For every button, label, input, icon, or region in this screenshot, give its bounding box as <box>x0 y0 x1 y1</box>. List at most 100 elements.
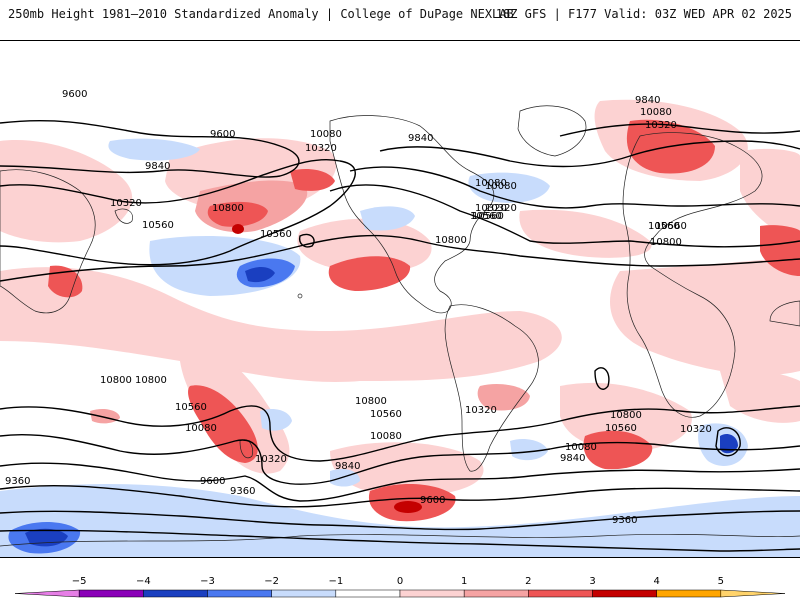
contour-label: 10560 <box>260 229 292 240</box>
colorbar-tick-labels: −5 −4 −3 −2 −1 0 1 2 3 4 5 <box>72 576 724 587</box>
contour-label: 10800 <box>100 375 132 386</box>
contour-line <box>298 233 315 248</box>
contour-line <box>0 529 800 552</box>
contour-label: 10560 <box>470 211 502 222</box>
contour-label: 10320 <box>645 120 677 131</box>
coastlines <box>0 105 800 547</box>
contour-label: 10320 <box>110 198 142 209</box>
contour-line <box>0 484 800 508</box>
colorbar-tick-label: 5 <box>718 576 724 587</box>
contour-label: 10080 <box>565 442 597 453</box>
contour-label: 10320 <box>255 454 287 465</box>
contour-label: 9840 <box>560 453 585 464</box>
colorbar-swatch <box>335 589 401 598</box>
colorbar-swatches <box>14 589 786 598</box>
contour-line <box>594 367 610 390</box>
map-header: 250mb Height 1981–2010 Standardized Anom… <box>0 0 800 40</box>
contour-label: 10320 <box>485 203 517 214</box>
positive-anomaly-area <box>297 218 432 273</box>
contour-label: 10080 <box>310 129 342 140</box>
contour-line <box>0 510 800 531</box>
coastline-antarctica <box>0 533 800 547</box>
contour-label: 9360 <box>5 476 30 487</box>
model-run-info: 18Z GFS | F177 Valid: 03Z WED APR 02 202… <box>495 7 792 21</box>
contour-label: 9840 <box>335 461 360 472</box>
contour-line <box>329 184 800 248</box>
coastline-greenland <box>517 105 587 157</box>
colorbar-swatch <box>14 589 80 598</box>
contour-line <box>0 433 800 485</box>
positive-anomaly-core <box>760 225 800 276</box>
contour-label: 9360 <box>612 515 637 526</box>
colorbar-swatch <box>720 589 786 598</box>
colorbar-swatch <box>656 589 722 598</box>
positive-anomaly-core <box>207 201 268 227</box>
colorbar-tick-label: −2 <box>264 576 279 587</box>
negative-anomaly-area <box>330 469 360 487</box>
negative-anomaly-area <box>108 138 200 161</box>
colorbar-tick-label: −3 <box>200 576 215 587</box>
colorbar-tick-label: −4 <box>136 576 151 587</box>
colorbar-swatch <box>463 589 529 598</box>
coastline-australia <box>769 300 800 327</box>
contour-label: 10560 <box>655 221 687 232</box>
contour-line <box>0 234 800 282</box>
map-title: 250mb Height 1981–2010 Standardized Anom… <box>8 7 514 21</box>
negative-anomaly-core <box>245 267 275 283</box>
contour-label: 10800 <box>435 235 467 246</box>
colorbar-swatch <box>207 589 272 598</box>
contour-label: 10560 <box>472 211 504 222</box>
positive-anomaly-core <box>328 256 411 291</box>
negative-anomaly-area <box>468 172 550 203</box>
coastline-south-america <box>444 304 539 472</box>
colorbar-swatch <box>528 589 593 598</box>
height-contours <box>0 119 800 552</box>
positive-anomaly-core <box>290 169 335 191</box>
contour-label: 10560 <box>370 409 402 420</box>
negative-anomaly-area <box>0 484 800 557</box>
contour-label: 10080 <box>370 431 402 442</box>
contour-line <box>349 166 800 209</box>
anomaly-shading <box>0 99 800 557</box>
contour-label: 10800 <box>135 375 167 386</box>
colorbar-swatch <box>78 589 144 598</box>
contour-label: 10320 <box>465 405 497 416</box>
contour-label: 10800 <box>212 203 244 214</box>
contour-line <box>0 119 300 178</box>
contour-label: 10320 <box>305 143 337 154</box>
contour-label: 9600 <box>200 476 225 487</box>
colorbar: −5 −4 −3 −2 −1 0 1 2 3 4 5 <box>0 570 800 600</box>
anomaly-map: 9600 9600 9840 10080 10320 10800 10320 1… <box>0 40 800 558</box>
contour-line <box>0 462 800 502</box>
colorbar-tick-label: 3 <box>589 576 595 587</box>
coastline-asia <box>0 169 96 314</box>
contour-line <box>715 427 741 457</box>
positive-anomaly-area <box>519 209 652 258</box>
contour-label: 10560 <box>605 423 637 434</box>
colorbar-tick-label: 4 <box>653 576 659 587</box>
contour-label: 9600 <box>62 89 87 100</box>
positive-anomaly-area <box>740 148 800 241</box>
contour-label: 10320 <box>680 424 712 435</box>
contour-label: 10320 <box>475 203 507 214</box>
colorbar-tick-label: 1 <box>461 576 467 587</box>
contour-label: 9600 <box>210 129 235 140</box>
colorbar-swatch <box>592 589 657 598</box>
contour-line <box>0 405 800 462</box>
coastline-hawaii <box>297 293 303 299</box>
contour-label: 10560 <box>175 402 207 413</box>
colorbar-swatch <box>143 589 208 598</box>
contour-label: 9600 <box>420 495 445 506</box>
contour-label: 10560 <box>648 221 680 232</box>
contour-label: 10560 <box>142 220 174 231</box>
positive-anomaly-core <box>583 430 653 470</box>
contour-label: 10800 <box>355 396 387 407</box>
negative-anomaly-area <box>510 439 548 461</box>
contour-labels: 9600 9600 9840 10080 10320 10800 10320 1… <box>5 89 712 526</box>
contour-label: 9840 <box>635 95 660 106</box>
positive-anomaly-max <box>232 224 244 234</box>
negative-anomaly-area <box>360 206 415 231</box>
positive-anomaly-area <box>0 140 133 243</box>
colorbar-swatch <box>399 589 465 598</box>
colorbar-tick-label: −5 <box>72 576 87 587</box>
